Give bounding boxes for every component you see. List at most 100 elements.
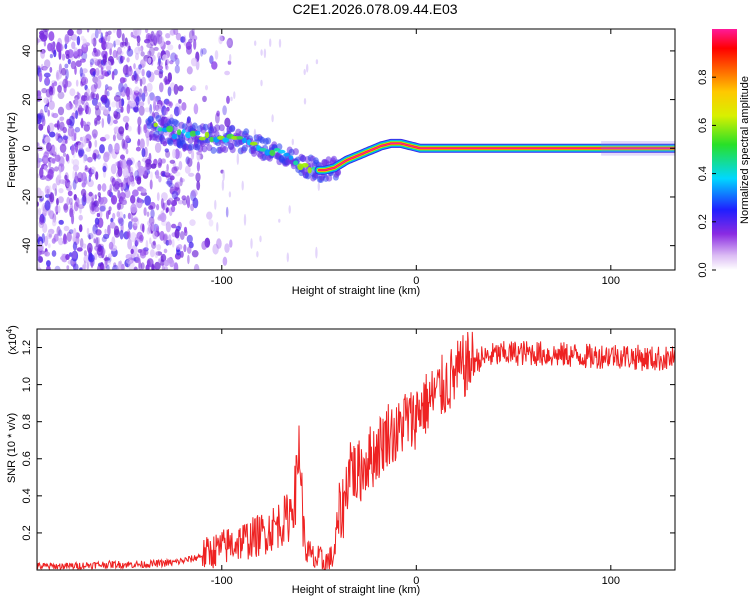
spectrogram-speckle (110, 195, 118, 205)
spectrogram-speckle (175, 57, 180, 66)
spectrogram-speckle (119, 51, 124, 56)
spectrogram-speckle (64, 43, 68, 50)
spectrogram-speckle (93, 82, 98, 90)
spectrogram-speckle (102, 165, 107, 173)
snr-x-tick-label: -100 (211, 575, 233, 587)
spectrogram-speckle (37, 113, 42, 125)
spectrogram-speckle (117, 263, 122, 270)
spectrogram-speckle (83, 250, 87, 257)
spectrogram-speckle (94, 105, 99, 111)
spectrogram-speckle (162, 54, 168, 61)
spectrogram-speckle (40, 49, 45, 59)
spectrogram-speckle (58, 138, 63, 144)
spectrogram-speckle (75, 110, 78, 120)
spectrogram-speckle (113, 119, 118, 125)
spectrogram-speckle (149, 179, 153, 190)
spectrogram-speckle (107, 86, 113, 91)
spectrogram-speckle (40, 34, 48, 42)
spectrogram-x-tick-label: -100 (211, 275, 233, 287)
spectrogram-speckle (147, 95, 151, 105)
spectrogram-speckle (303, 68, 306, 76)
spectrogram-speckle (96, 212, 101, 218)
spectrogram-speckle (86, 242, 93, 254)
spectrogram-speckle (99, 205, 106, 212)
spectrogram-speckle (37, 142, 40, 147)
spectrogram-speckle (144, 195, 152, 206)
spectrogram-x-label: Height of straight line (km) (292, 285, 420, 297)
spectrogram-speckle (176, 249, 181, 256)
spectrogram-speckle (39, 167, 44, 179)
spectrogram-speckle (173, 106, 180, 117)
spectrogram-speckle (72, 179, 77, 190)
snr-scale-label: (x104) (5, 325, 19, 355)
spectrogram-speckle (145, 129, 150, 139)
spectrogram-speckle (103, 257, 111, 262)
spectrogram-speckle (303, 98, 307, 105)
spectrogram-ridge-blob (198, 136, 206, 141)
spectrogram-speckle (118, 218, 125, 226)
spectrogram-speckle (139, 78, 143, 87)
spectrogram-ridge-envelope (201, 145, 208, 153)
spectrogram-speckle (132, 257, 140, 262)
spectrogram-speckle (94, 245, 99, 251)
spectrogram-speckle (74, 126, 81, 133)
spectrogram-speckle (225, 206, 229, 218)
spectrogram-speckle (160, 198, 164, 209)
spectrogram-speckle (57, 133, 61, 138)
spectrogram-speckle (116, 202, 121, 211)
spectrogram-speckle (163, 108, 168, 116)
spectrogram-speckle (165, 40, 171, 46)
spectrogram-speckle (126, 57, 130, 63)
spectrogram-speckle (169, 29, 176, 36)
spectrogram-speckle (65, 254, 70, 260)
spectrogram-speckle (129, 100, 137, 108)
spectrogram-speckle (145, 159, 152, 165)
spectrogram-speckle (125, 254, 132, 260)
spectrogram-speckle (112, 212, 116, 220)
spectrogram-speckle (151, 241, 157, 249)
spectrogram-speckle (44, 251, 50, 257)
snr-y-tick-label: 1.2 (21, 340, 33, 355)
spectrogram-speckle (122, 179, 126, 190)
spectrogram-speckle (141, 92, 146, 102)
spectrogram-speckle (53, 49, 57, 58)
spectrogram-ridge-envelope (194, 143, 201, 151)
spectrogram-speckle (134, 170, 140, 179)
spectrogram-speckle (63, 202, 69, 213)
spectrogram-ridge-envelope (229, 125, 236, 133)
spectrogram-speckle (150, 171, 153, 180)
spectrogram-speckle (64, 36, 72, 43)
spectrogram-speckle (84, 165, 88, 171)
spectrogram-speckle (44, 157, 49, 163)
spectrogram-speckle (112, 134, 116, 142)
spectrogram-ridge-blob (157, 127, 163, 132)
spectrogram-speckle (97, 192, 102, 198)
spectrogram-ridge-envelope (304, 172, 311, 180)
spectrogram-speckle (153, 46, 159, 51)
spectrogram-speckle (126, 157, 132, 167)
spectrogram-speckle (166, 206, 170, 213)
spectrogram-speckle (44, 193, 51, 199)
spectrogram-band (601, 141, 675, 156)
spectrogram-speckle (171, 166, 178, 174)
snr-y-tick-label: 0.2 (21, 525, 33, 540)
spectrogram-speckle (214, 199, 217, 210)
spectrogram-speckle (70, 213, 74, 225)
spectrogram-speckle (132, 189, 139, 197)
spectrogram-speckle (78, 214, 83, 221)
spectrogram-speckle (83, 103, 87, 111)
spectrogram-speckle (63, 234, 68, 244)
spectrogram-speckle (56, 174, 62, 180)
spectrogram-speckle (43, 66, 48, 71)
snr-y-tick-label: 0.8 (21, 414, 33, 429)
spectrogram-speckle (83, 124, 91, 132)
spectrogram-speckle (119, 192, 126, 200)
spectrogram-speckle (181, 195, 187, 201)
spectrogram-speckle (95, 79, 102, 89)
spectrogram-speckle (174, 228, 180, 239)
spectrogram-speckle (96, 93, 99, 101)
spectrogram-speckle (157, 52, 161, 59)
spectrogram-speckle (56, 226, 61, 236)
spectrogram-speckle (123, 214, 126, 219)
spectrogram-speckle (184, 165, 191, 174)
